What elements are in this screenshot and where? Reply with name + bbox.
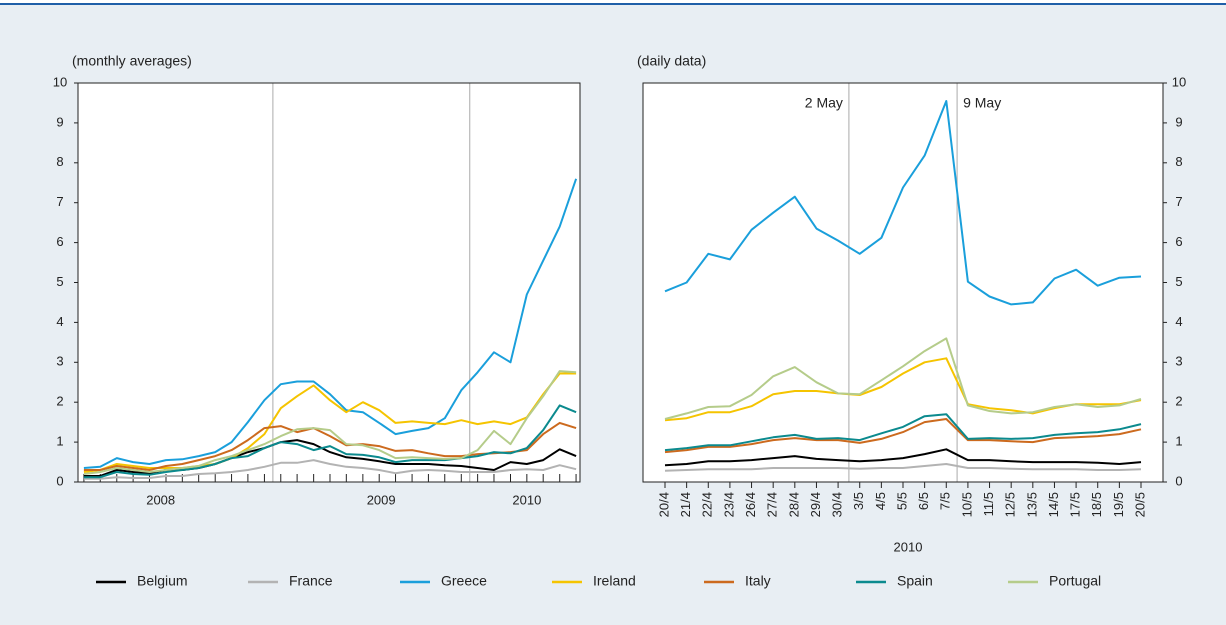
x-axis-label: 2010 — [894, 539, 923, 554]
y-tick-label: 8 — [1175, 154, 1182, 169]
y-tick-label: 0 — [56, 473, 63, 488]
y-tick-label: 10 — [53, 74, 67, 89]
x-tick-label: 21/4 — [678, 492, 693, 517]
series-line — [83, 421, 577, 471]
series-line — [664, 413, 1142, 452]
series-line — [83, 459, 577, 480]
y-tick-label: 2 — [1175, 394, 1182, 409]
x-tick-label: 23/4 — [721, 492, 736, 517]
y-tick-label: 2 — [56, 394, 63, 409]
x-tick-label: 10/5 — [959, 492, 974, 517]
x-tick-label: 2008 — [146, 492, 175, 507]
x-tick-label: 22/4 — [700, 492, 715, 517]
x-tick-label: 19/5 — [1111, 492, 1126, 517]
y-tick-label: 1 — [56, 434, 63, 449]
series-line — [664, 448, 1142, 467]
x-tick-label: 5/5 — [894, 492, 909, 510]
legend-label: Spain — [897, 573, 933, 589]
x-tick-label: 26/4 — [743, 492, 758, 517]
y-tick-label: 5 — [1175, 274, 1182, 289]
x-tick-label: 18/5 — [1089, 492, 1104, 517]
x-tick-label: 20/4 — [656, 492, 671, 517]
x-tick-label: 12/5 — [1003, 492, 1018, 517]
annotation: 9 May — [963, 95, 1001, 111]
x-tick-label: 13/5 — [1024, 492, 1039, 517]
series-line — [83, 178, 578, 469]
plot-area — [78, 83, 580, 482]
legend-label: Italy — [745, 573, 771, 589]
x-tick-label: 27/4 — [765, 492, 780, 517]
subtitle: (daily data) — [637, 53, 706, 69]
series-line — [83, 370, 577, 475]
y-tick-label: 7 — [56, 194, 63, 209]
y-tick-label: 8 — [56, 154, 63, 169]
y-tick-label: 6 — [1175, 234, 1182, 249]
y-tick-label: 4 — [1175, 314, 1182, 329]
x-tick-label: 29/4 — [808, 492, 823, 517]
series-line — [664, 418, 1142, 454]
x-tick-label: 4/5 — [873, 492, 888, 510]
plot-frame — [77, 82, 581, 483]
y-tick-label: 6 — [56, 234, 63, 249]
legend-label: Belgium — [137, 573, 188, 589]
series-line — [664, 463, 1142, 472]
series-line — [83, 372, 577, 473]
x-tick-label: 2009 — [367, 492, 396, 507]
y-tick-label: 9 — [56, 114, 63, 129]
y-tick-label: 0 — [1175, 473, 1182, 488]
plot-frame — [642, 82, 1164, 483]
y-tick-label: 10 — [1172, 74, 1186, 89]
x-tick-label: 20/5 — [1132, 492, 1147, 517]
x-tick-label: 14/5 — [1046, 492, 1061, 517]
y-tick-label: 5 — [56, 274, 63, 289]
x-tick-label: 11/5 — [981, 492, 996, 516]
x-tick-label: 28/4 — [786, 492, 801, 517]
series-line — [83, 404, 577, 479]
x-tick-label: 3/5 — [851, 492, 866, 510]
x-tick-label: 6/5 — [916, 492, 931, 510]
y-tick-label: 3 — [1175, 354, 1182, 369]
series-line — [664, 100, 1142, 306]
subtitle: (monthly averages) — [72, 53, 192, 69]
x-tick-label: 7/5 — [938, 492, 953, 510]
plot-area — [643, 83, 1163, 482]
y-tick-label: 3 — [56, 354, 63, 369]
legend-label: France — [289, 573, 333, 589]
legend-label: Greece — [441, 573, 487, 589]
y-tick-label: 1 — [1175, 434, 1182, 449]
x-tick-label: 30/4 — [830, 492, 845, 517]
y-tick-label: 7 — [1175, 194, 1182, 209]
y-tick-label: 9 — [1175, 114, 1182, 129]
legend-label: Ireland — [593, 573, 636, 589]
x-tick-label: 17/5 — [1068, 492, 1083, 517]
y-tick-label: 4 — [56, 314, 63, 329]
annotation: 2 May — [805, 95, 843, 111]
legend-label: Portugal — [1049, 573, 1101, 589]
x-tick-label: 2010 — [512, 492, 541, 507]
series-line — [664, 337, 1142, 420]
